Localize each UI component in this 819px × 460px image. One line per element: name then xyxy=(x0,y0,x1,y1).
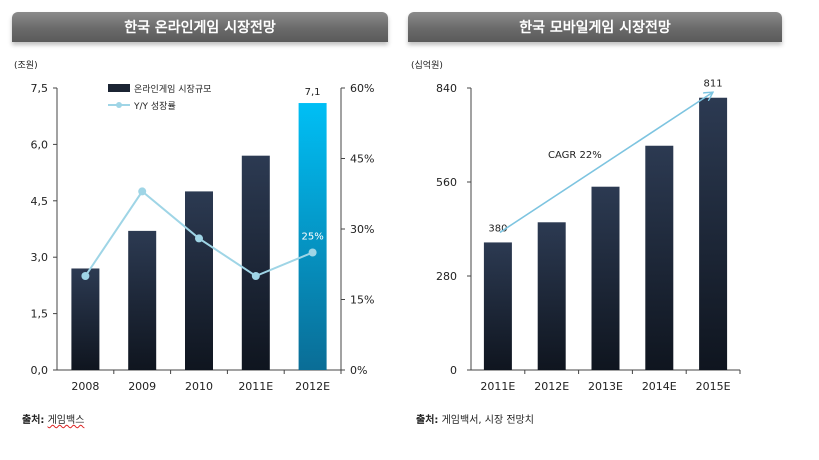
right-x-tick-label: 2014E xyxy=(642,380,677,393)
left-y2-tick-label: 15% xyxy=(350,294,374,307)
right-bar-data-label: 811 xyxy=(704,79,723,90)
left-growth-point xyxy=(195,234,203,243)
right-x-tick-label: 2011E xyxy=(480,380,515,393)
left-y2-tick-label: 0% xyxy=(350,364,367,377)
right-cagr-label: CAGR 22% xyxy=(548,150,602,161)
right-bar xyxy=(483,242,512,370)
right-y-tick-label: 280 xyxy=(436,270,457,283)
right-chart-title: 한국 모바일게임 시장전망 xyxy=(408,12,782,42)
left-y-tick-label: 4,5 xyxy=(31,195,49,208)
left-y-tick-label: 7,5 xyxy=(31,82,49,95)
left-y-axis-unit: (조원) xyxy=(14,60,38,71)
right-source-label: 출처: xyxy=(416,415,439,426)
left-y-tick-label: 0,0 xyxy=(31,364,49,377)
left-bar xyxy=(185,191,213,370)
right-x-tick-label: 2012E xyxy=(534,380,569,393)
left-bar-data-label: 7,1 xyxy=(305,87,321,98)
left-growth-point xyxy=(81,272,90,280)
left-source-label: 출처: xyxy=(22,415,45,426)
left-x-tick-label: 2011E xyxy=(238,380,273,393)
left-x-tick-label: 2012E xyxy=(295,380,330,393)
right-y-tick-label: 0 xyxy=(450,364,457,377)
right-x-tick-label: 2013E xyxy=(588,380,623,393)
right-bar xyxy=(591,186,620,370)
left-growth-point xyxy=(308,248,317,257)
left-y2-tick-label: 30% xyxy=(350,223,374,236)
left-source-note: 출처: 게임백스 xyxy=(22,411,84,426)
left-x-tick-label: 2008 xyxy=(71,380,99,393)
right-cagr-arrow xyxy=(499,93,712,234)
left-legend-bar-label: 온라인게임 시장규모 xyxy=(134,83,211,95)
right-source-note: 출처: 게임백서, 시장 전망치 xyxy=(416,411,534,426)
left-bar xyxy=(71,268,100,370)
left-chart-title: 한국 온라인게임 시장전망 xyxy=(12,12,388,42)
right-bar xyxy=(537,222,566,370)
left-y-tick-label: 6,0 xyxy=(31,138,49,151)
left-chart: (조원) 0,0 1,5 3,0 4,5 6,0 7,5 0% 15% 30% 45% 60% 2008… xyxy=(14,60,374,393)
left-legend-line-marker xyxy=(116,102,122,108)
right-bar xyxy=(699,97,728,370)
left-x-tick-label: 2009 xyxy=(128,380,156,393)
left-bar xyxy=(128,230,157,370)
left-legend-bar-swatch xyxy=(108,84,130,92)
left-y-tick-label: 3,0 xyxy=(31,251,49,264)
left-growth-point xyxy=(138,187,147,196)
left-bar xyxy=(298,103,327,370)
right-y-axis-unit: (십억원) xyxy=(411,59,443,71)
right-source-text: 게임백서, 시장 전망치 xyxy=(441,415,534,426)
right-y-tick-label: 840 xyxy=(436,82,457,95)
right-bar xyxy=(645,145,674,370)
right-y-tick-label: 560 xyxy=(436,176,457,189)
right-x-tick-label: 2015E xyxy=(696,380,731,393)
left-bar xyxy=(241,155,270,370)
left-y2-tick-label: 60% xyxy=(350,82,374,95)
right-bar-data-label: 380 xyxy=(488,223,507,234)
left-x-tick-label: 2010 xyxy=(185,380,213,393)
left-growth-point xyxy=(251,272,260,280)
left-source-text: 게임백스 xyxy=(47,415,85,426)
left-y2-tick-label: 45% xyxy=(350,153,374,166)
left-legend-line-label: Y/Y 성장률 xyxy=(133,101,176,112)
left-y-tick-label: 1,5 xyxy=(31,308,49,321)
right-chart: (십억원) 0 280 560 840 2011E 2012E 2013E 2014E 2015E… xyxy=(411,59,741,393)
left-line-data-label: 25% xyxy=(301,232,323,243)
